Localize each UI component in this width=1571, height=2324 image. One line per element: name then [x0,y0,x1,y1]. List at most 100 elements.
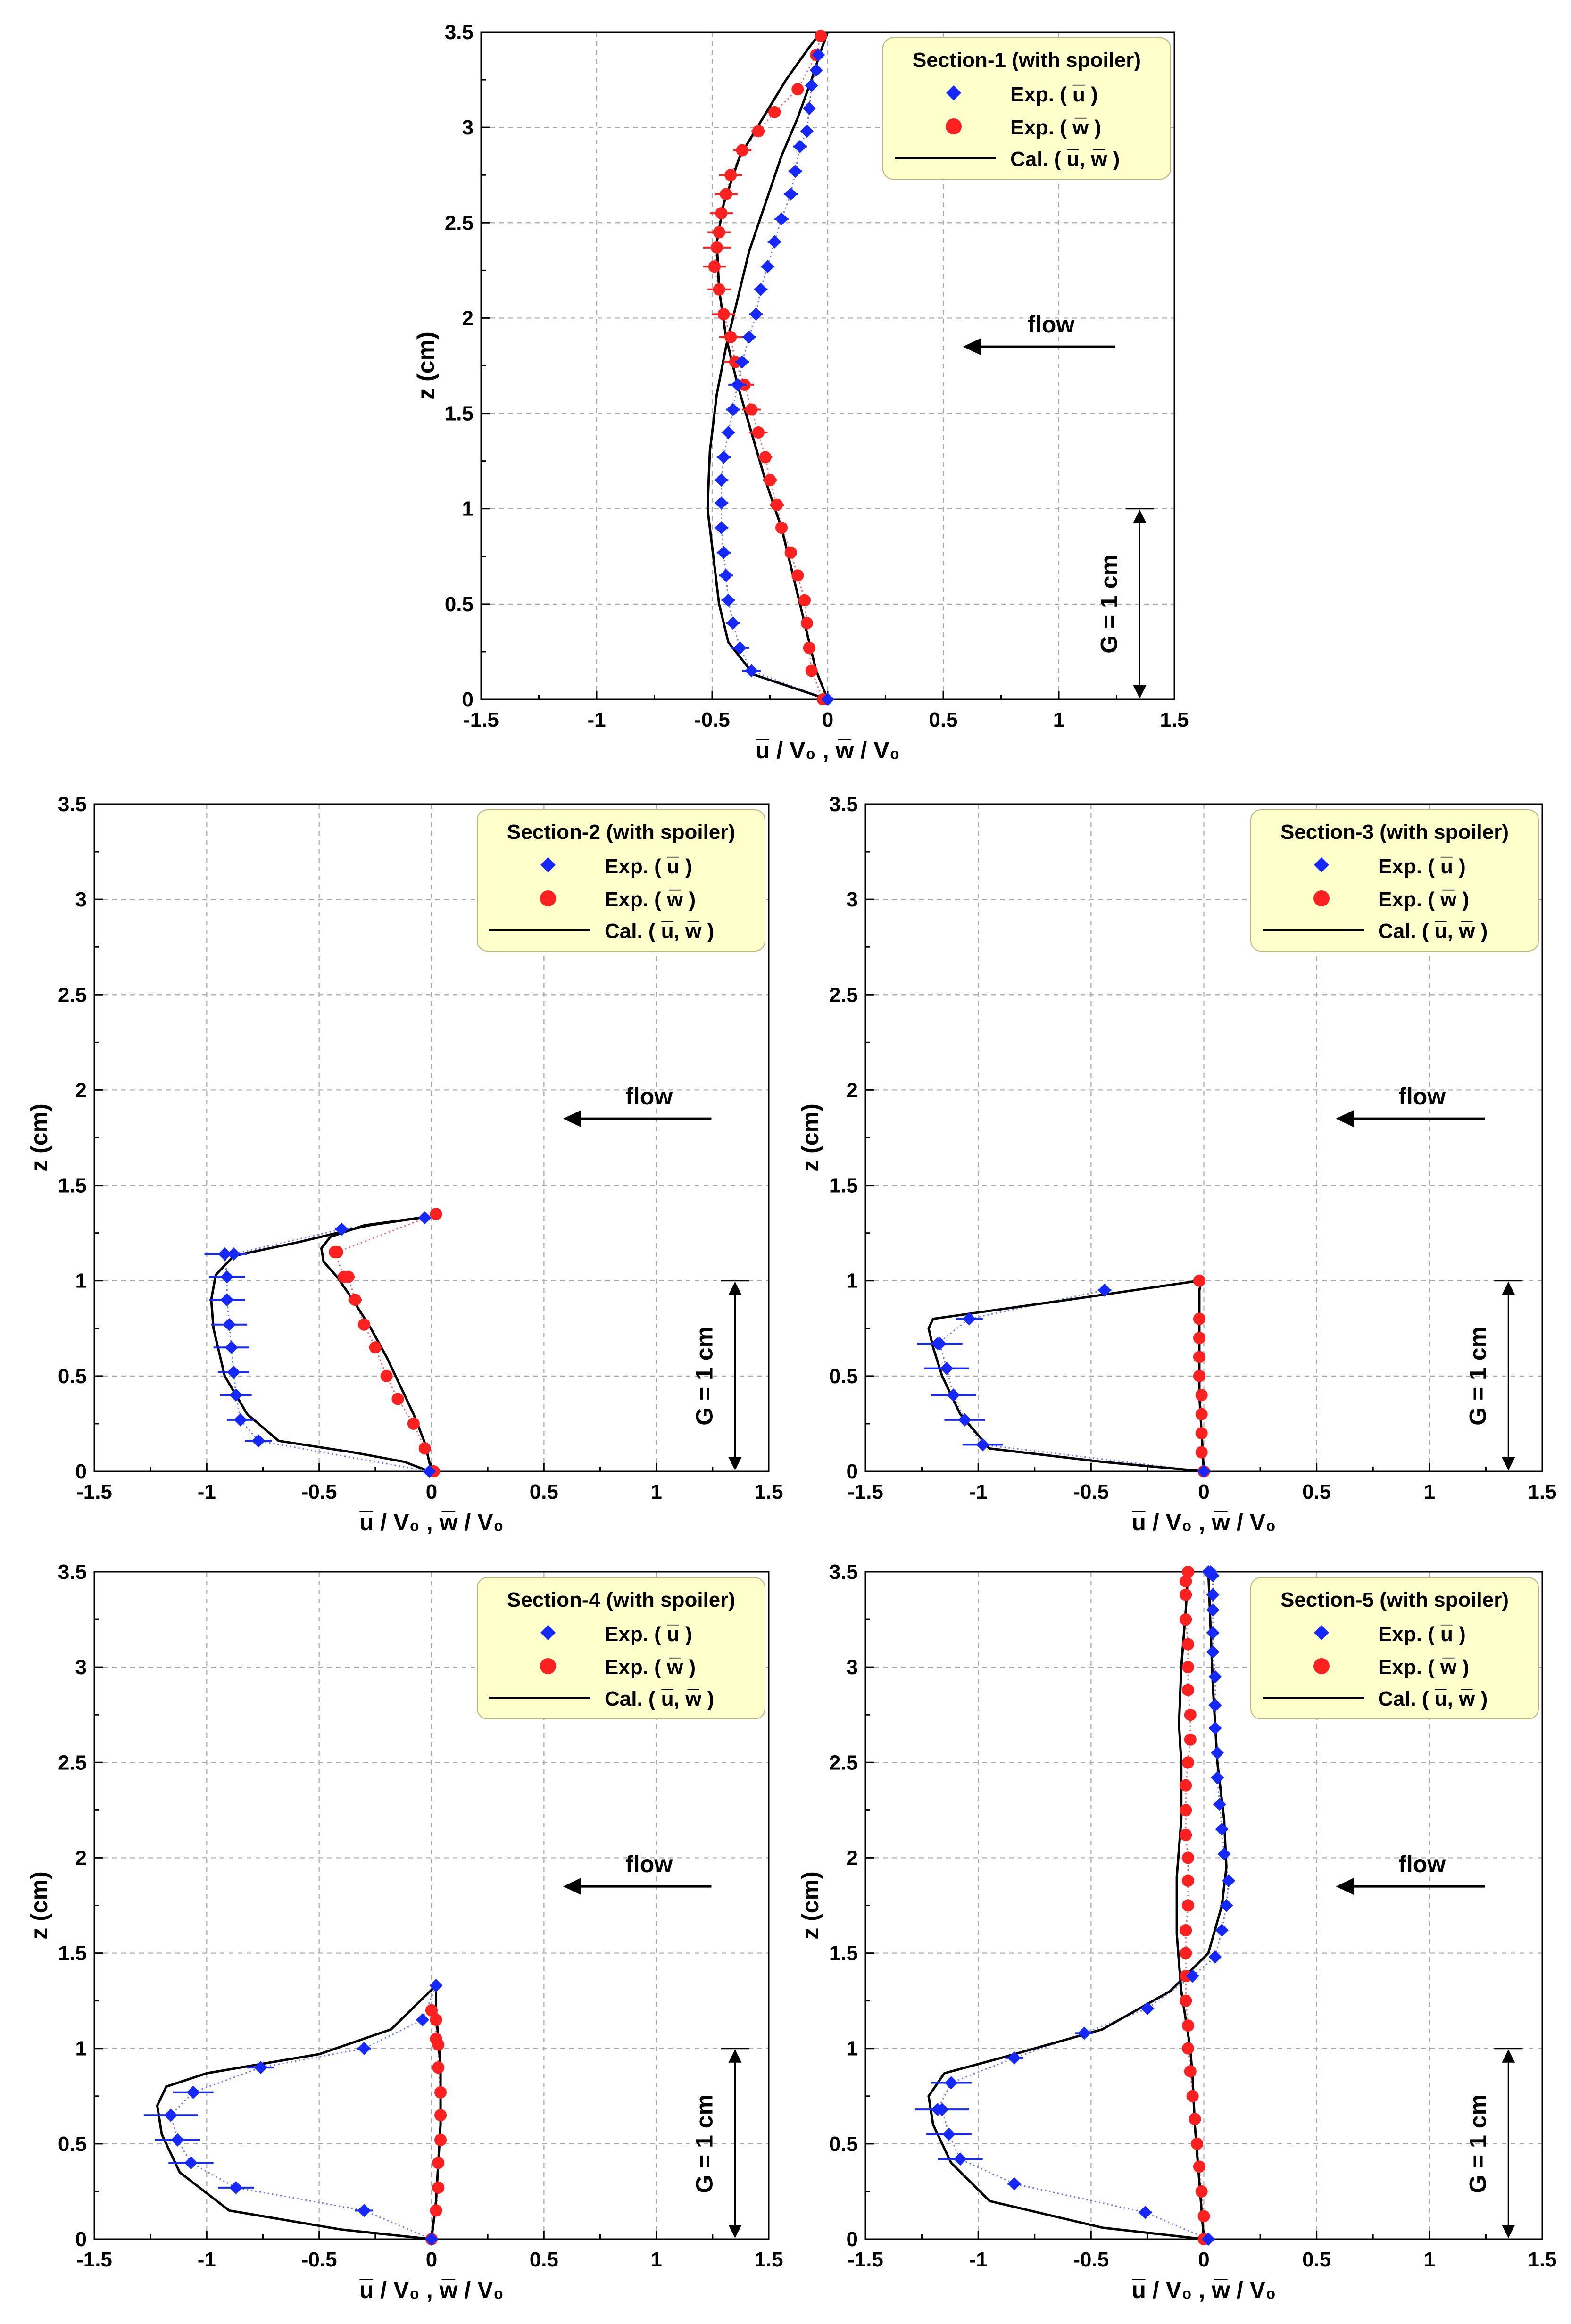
x-tick-label: 1.5 [754,1480,783,1503]
chart-panel-4: -1.5 -1 -0.5 0 0.5 1 1.5 0 0.5 1 1.5 2 2.5 3 3.5 u̅ / V… [26,1560,783,2303]
y-axis-label: z (cm) [413,332,439,399]
x-tick-label: 0.5 [1302,2248,1331,2271]
gap-label: G = 1 cm [1464,1327,1491,1426]
exp-u-connector [224,1217,430,1472]
exp-w-point [1195,2185,1208,2198]
y-tick-label: 0 [847,1460,858,1483]
y-tick-label: 0 [75,2228,87,2251]
gap-arrow-down [1502,1457,1515,1470]
exp-u-point [717,450,731,464]
exp-u-point [963,1312,976,1326]
exp-w-point [1182,2042,1195,2055]
exp-u-point [802,101,816,115]
x-tick-label: -1 [969,2248,988,2271]
x-tick-label: 1 [650,2248,662,2271]
exp-u-point [754,282,767,296]
exp-w-point [745,403,758,416]
exp-w-point [720,188,732,200]
exp-w-point [358,1318,370,1331]
exp-u-point [1217,1847,1231,1861]
x-tick-label: -0.5 [694,708,730,731]
exp-w-point [1191,2137,1204,2150]
exp-w-point [1180,1779,1192,1792]
y-tick-label: 1.5 [829,1942,858,1965]
exp-u-point [1213,1798,1226,1811]
exp-w-point [710,241,723,254]
exp-w-point [1182,1899,1195,1912]
exp-w-point [775,522,788,534]
exp-w-point [1184,2065,1197,2078]
exp-u-point [227,1365,241,1379]
x-tick-label: 1.5 [1528,2248,1556,2271]
gap-arrow-down [1502,2225,1515,2238]
exp-u-point [715,521,728,535]
exp-w-point [418,1442,431,1455]
chart-panel-1: -1.5 -1 -0.5 0 0.5 1 1.5 0 0.5 1 1.5 2 2.5 3 3.5 u̅ / V… [413,21,1189,764]
exp-w-point [434,2133,447,2146]
exp-w-point [717,308,730,321]
exp-u-point [976,1438,989,1452]
exp-u-point [722,426,735,439]
exp-w-point [784,546,797,559]
x-tick-label: 1 [650,1480,662,1503]
gap-dimension: G = 1 cm [691,2048,749,2238]
exp-u-point [812,48,825,62]
flow-arrow-head [563,1110,581,1128]
exp-u-point [745,664,758,678]
legend-exp-w: Exp. ( w̅ ) [605,1656,696,1679]
exp-w-point [713,283,725,296]
y-tick-label: 0 [847,2228,858,2251]
exp-u-point [768,235,781,249]
legend-title: Section-2 (with spoiler) [507,821,735,844]
legend-exp-w: Exp. ( w̅ ) [1378,1656,1469,1679]
legend-exp-u: Exp. ( u̅ ) [1010,83,1098,106]
exp-w-point [1197,2210,1210,2223]
y-axis-label: z (cm) [26,1871,52,1939]
flow-label: flow [625,1083,673,1110]
exp-w-point [430,2014,442,2026]
legend-diamond-marker [946,85,961,100]
y-tick-label: 1 [75,2037,87,2060]
exp-w-point [391,1393,404,1405]
x-tick-label: 1 [1053,708,1064,731]
exp-u-point [1206,1588,1220,1602]
exp-u-point [761,260,774,274]
exp-u-point [742,330,756,344]
exp-w-point [1182,1684,1195,1696]
exp-w-point [1195,1389,1208,1402]
exp-u-point [1206,1645,1220,1659]
exp-u-point [953,2152,967,2166]
exp-u-point [784,187,798,201]
exp-u-point [1202,1565,1215,1578]
exp-w-point [759,451,772,464]
legend-exp-w: Exp. ( w̅ ) [605,888,696,911]
flow-arrow-head [563,1878,581,1895]
exp-w-point [1195,1408,1208,1420]
exp-u-point [229,2181,243,2194]
gap-arrow-up [1502,2049,1515,2063]
gap-arrow-down [1133,685,1147,698]
exp-w-point [380,1370,393,1382]
exp-w-point [1184,1709,1197,1721]
exp-w-point [1193,1274,1205,1287]
legend-circle-marker [1313,890,1330,906]
exp-u-point [717,546,731,559]
exp-u-point [1220,1899,1233,1912]
x-axis-label: u̅ / V₀ , w̅ / V₀ [359,2277,504,2303]
y-tick-label: 3 [75,888,87,911]
exp-w-point [1180,1994,1192,2007]
x-tick-label: 0 [1198,1480,1209,1503]
y-tick-label: 1 [462,498,474,521]
y-tick-label: 3 [847,888,858,911]
exp-u-point [429,1979,443,1992]
exp-w-point [803,641,815,654]
exp-u-point [1202,2233,1215,2246]
gap-arrow-up [728,2049,742,2063]
y-tick-label: 3.5 [58,1560,87,1584]
exp-u-point [224,1341,238,1354]
y-tick-label: 1.5 [445,402,474,425]
gap-arrow-up [1133,509,1147,523]
y-tick-label: 2.5 [58,983,87,1006]
y-tick-label: 3.5 [829,1560,858,1584]
exp-w-point [434,2086,447,2099]
